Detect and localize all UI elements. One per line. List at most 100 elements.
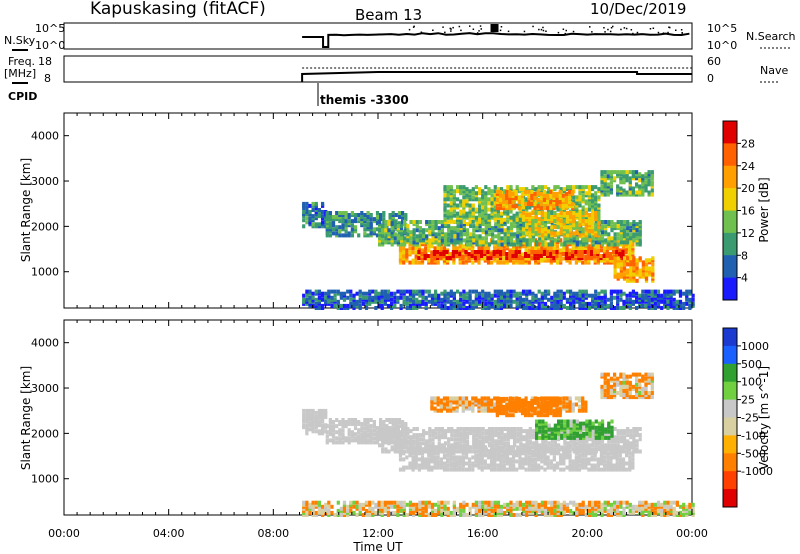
data-cell	[390, 445, 394, 450]
data-cell	[638, 192, 642, 197]
data-cell	[613, 270, 617, 275]
data-cell	[578, 199, 582, 204]
data-cell	[338, 438, 342, 443]
data-cell	[403, 222, 407, 227]
data-cell	[628, 170, 632, 175]
data-cell	[562, 256, 566, 261]
data-cell	[543, 289, 548, 294]
data-cell	[524, 461, 528, 466]
data-cell	[338, 225, 342, 230]
noise-dot	[460, 29, 462, 32]
data-cell	[547, 232, 551, 237]
data-cell	[675, 299, 679, 304]
data-cell	[635, 238, 639, 243]
data-cell	[472, 427, 476, 431]
data-cell	[347, 438, 351, 443]
data-cell	[393, 299, 397, 304]
data-cell	[609, 172, 613, 177]
data-cell	[565, 225, 570, 230]
data-cell	[449, 301, 453, 306]
data-cell	[650, 180, 654, 185]
data-cell	[496, 240, 500, 245]
data-cell	[484, 429, 488, 434]
noise-dot	[452, 26, 454, 29]
data-cell	[403, 242, 407, 247]
data-cell	[603, 306, 607, 310]
data-cell	[317, 208, 321, 212]
data-cell	[531, 219, 535, 224]
data-cell	[537, 227, 541, 232]
data-cell	[547, 289, 551, 294]
data-cell	[349, 301, 353, 306]
data-cell	[534, 258, 538, 263]
data-cell	[691, 301, 695, 306]
data-cell	[672, 291, 676, 296]
data-cell	[565, 185, 570, 190]
data-cell	[513, 429, 517, 434]
data-cell	[459, 306, 463, 310]
data-cell	[372, 424, 376, 429]
data-cell	[461, 455, 465, 460]
data-cell	[468, 189, 472, 194]
data-cell	[398, 248, 403, 253]
data-cell	[456, 224, 460, 229]
data-cell	[393, 449, 397, 454]
data-cell	[475, 439, 479, 444]
data-cell	[375, 233, 380, 238]
data-cell	[461, 248, 465, 253]
data-cell	[503, 449, 507, 454]
data-cell	[403, 439, 407, 444]
data-cell	[491, 427, 495, 431]
data-cell	[534, 306, 538, 310]
data-cell	[590, 465, 594, 470]
data-cell	[424, 246, 428, 251]
data-cell	[600, 224, 605, 229]
data-cell	[308, 216, 312, 221]
data-cell	[580, 250, 584, 254]
data-cell	[593, 258, 597, 263]
data-cell	[515, 213, 519, 218]
data-cell	[594, 289, 598, 294]
data-cell	[352, 301, 356, 306]
data-cell	[347, 219, 351, 224]
data-cell	[478, 222, 482, 227]
data-cell	[530, 189, 534, 194]
data-cell	[481, 189, 485, 194]
data-cell	[350, 434, 354, 439]
data-cell	[335, 418, 339, 422]
data-cell	[609, 465, 613, 470]
data-cell	[474, 449, 478, 454]
data-cell	[418, 232, 422, 237]
y-tick-label: 4000	[31, 130, 59, 143]
data-cell	[380, 299, 384, 304]
data-cell	[393, 435, 397, 440]
data-cell	[493, 293, 497, 298]
data-cell	[562, 467, 566, 472]
data-cell	[591, 207, 595, 212]
data-cell	[470, 250, 474, 254]
data-cell	[631, 301, 635, 306]
data-cell	[363, 227, 367, 232]
data-cell	[462, 429, 466, 434]
data-cell	[434, 431, 438, 436]
data-cell	[562, 455, 566, 460]
data-cell	[350, 219, 354, 224]
data-cell	[363, 434, 367, 439]
data-cell	[572, 291, 576, 296]
data-cell	[440, 238, 444, 243]
data-cell	[324, 295, 328, 300]
data-cell	[663, 295, 667, 300]
data-cell	[599, 256, 603, 261]
data-cell	[568, 260, 572, 265]
data-cell	[311, 423, 315, 428]
data-cell	[381, 439, 385, 444]
data-cell	[393, 224, 397, 229]
data-cell	[574, 250, 578, 254]
data-cell	[556, 205, 560, 210]
data-cell	[591, 236, 595, 241]
data-cell	[487, 301, 491, 306]
data-cell	[487, 187, 491, 192]
data-cell	[400, 224, 404, 229]
data-cell	[584, 199, 588, 204]
data-cell	[443, 291, 447, 296]
